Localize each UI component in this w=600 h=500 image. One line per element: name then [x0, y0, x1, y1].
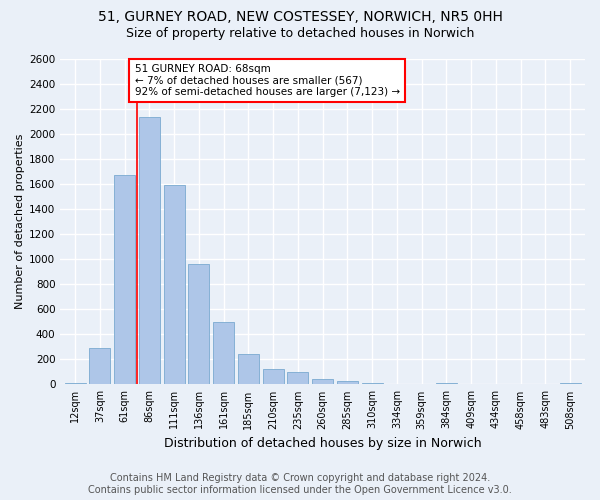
Bar — [312, 380, 333, 384]
Bar — [139, 116, 160, 384]
Y-axis label: Number of detached properties: Number of detached properties — [15, 134, 25, 310]
Bar — [560, 383, 581, 384]
Bar — [362, 383, 383, 384]
Bar — [65, 383, 86, 384]
Text: Contains HM Land Registry data © Crown copyright and database right 2024.
Contai: Contains HM Land Registry data © Crown c… — [88, 474, 512, 495]
Bar — [213, 322, 234, 384]
Text: Size of property relative to detached houses in Norwich: Size of property relative to detached ho… — [126, 28, 474, 40]
Text: 51, GURNEY ROAD, NEW COSTESSEY, NORWICH, NR5 0HH: 51, GURNEY ROAD, NEW COSTESSEY, NORWICH,… — [98, 10, 502, 24]
Bar — [238, 354, 259, 384]
X-axis label: Distribution of detached houses by size in Norwich: Distribution of detached houses by size … — [164, 437, 481, 450]
Bar — [337, 380, 358, 384]
Bar — [287, 372, 308, 384]
Text: 51 GURNEY ROAD: 68sqm
← 7% of detached houses are smaller (567)
92% of semi-deta: 51 GURNEY ROAD: 68sqm ← 7% of detached h… — [134, 64, 400, 97]
Bar — [114, 176, 135, 384]
Bar — [436, 383, 457, 384]
Bar — [164, 186, 185, 384]
Bar — [188, 264, 209, 384]
Bar — [89, 348, 110, 385]
Bar — [263, 370, 284, 384]
